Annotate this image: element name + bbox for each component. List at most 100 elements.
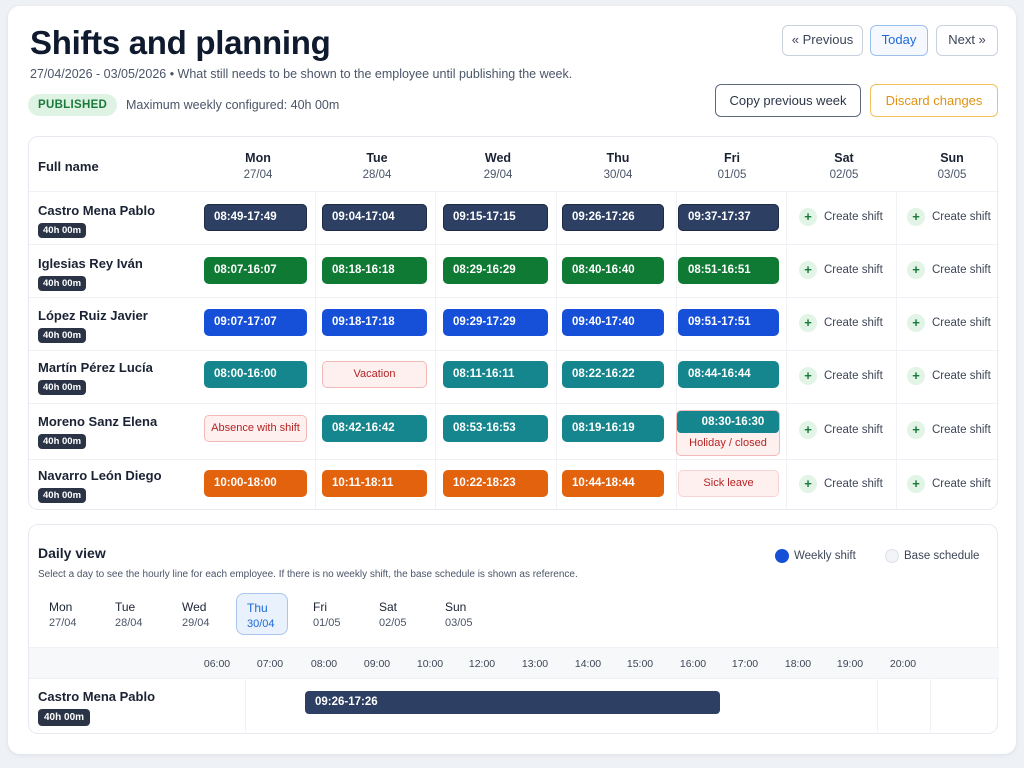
shift-block[interactable]: 08:22-16:22 — [562, 361, 664, 388]
copy-previous-week-button[interactable]: Copy previous week — [715, 84, 861, 117]
week-subtitle: 27/04/2026 - 03/05/2026 • What still nee… — [30, 67, 573, 81]
sick-leave-badge[interactable]: Sick leave — [678, 470, 779, 497]
shift-block[interactable]: 09:29-17:29 — [443, 309, 548, 336]
shift-block[interactable]: 09:18-17:18 — [322, 309, 427, 336]
hour-tick: 20:00 — [889, 658, 917, 670]
today-button[interactable]: Today — [870, 25, 928, 56]
hour-tick: 15:00 — [626, 658, 654, 670]
vacation-badge[interactable]: Vacation — [322, 361, 427, 388]
create-shift-button[interactable]: + Create shift — [799, 261, 883, 279]
shift-block[interactable]: 08:51-16:51 — [678, 257, 779, 284]
employee-cell: López Ruiz Javier 40h 00m — [38, 308, 148, 343]
plus-icon: + — [799, 421, 817, 439]
day-tab-tue[interactable]: Tue 28/04 — [115, 600, 143, 629]
day-tab-thu[interactable]: Thu 30/04 — [236, 593, 288, 635]
hour-tick: 14:00 — [574, 658, 602, 670]
employee-cell: Iglesias Rey Iván 40h 00m — [38, 256, 143, 291]
shift-block[interactable]: 08:40-16:40 — [562, 257, 664, 284]
hour-tick: 13:00 — [521, 658, 549, 670]
employee-name: López Ruiz Javier — [38, 308, 148, 323]
employee-name: Castro Mena Pablo — [38, 689, 156, 704]
create-shift-button[interactable]: + Create shift — [907, 208, 991, 226]
hours-badge: 40h 00m — [38, 488, 87, 503]
shift-block[interactable]: 08:07-16:07 — [204, 257, 307, 284]
row-divider — [29, 297, 999, 298]
create-shift-button[interactable]: + Create shift — [799, 421, 883, 439]
day-tab-fri[interactable]: Fri 01/05 — [313, 600, 341, 629]
timeline-shift-bar[interactable]: 09:26-17:26 — [305, 691, 720, 714]
hour-tick: 19:00 — [836, 658, 864, 670]
create-shift-button[interactable]: + Create shift — [907, 421, 991, 439]
create-shift-button[interactable]: + Create shift — [799, 367, 883, 385]
employee-name: Navarro León Diego — [38, 468, 162, 483]
shift-block[interactable]: 08:18-16:18 — [322, 257, 427, 284]
shift-block[interactable]: 09:07-17:07 — [204, 309, 307, 336]
shift-block[interactable]: 08:00-16:00 — [204, 361, 307, 388]
shift-block[interactable]: 08:44-16:44 — [678, 361, 779, 388]
shift-block[interactable]: 08:29-16:29 — [443, 257, 548, 284]
shift-block[interactable]: 09:51-17:51 — [678, 309, 779, 336]
max-weekly-text: Maximum weekly configured: 40h 00m — [126, 98, 340, 112]
create-shift-button[interactable]: + Create shift — [907, 314, 991, 332]
shift-block[interactable]: 08:30-16:30 — [677, 411, 779, 433]
employee-name: Moreno Sanz Elena — [38, 414, 158, 429]
shift-block[interactable]: 10:11-18:11 — [322, 470, 427, 497]
plus-icon: + — [799, 208, 817, 226]
hour-tick: 17:00 — [731, 658, 759, 670]
shift-block[interactable]: 09:15-17:15 — [443, 204, 548, 231]
day-header-mon: Mon 27/04 — [243, 151, 273, 181]
day-tab-sun[interactable]: Sun 03/05 — [445, 600, 473, 629]
plus-icon: + — [799, 367, 817, 385]
holiday-closed-cell[interactable]: 08:30-16:30 Holiday / closed — [676, 410, 780, 456]
row-divider — [29, 350, 999, 351]
create-shift-button[interactable]: + Create shift — [907, 475, 991, 493]
shift-block[interactable]: 10:00-18:00 — [204, 470, 307, 497]
plus-icon: + — [907, 475, 925, 493]
daily-view-title: Daily view — [38, 545, 106, 561]
shift-block[interactable]: 08:49-17:49 — [204, 204, 307, 231]
create-shift-button[interactable]: + Create shift — [907, 367, 991, 385]
day-tab-sat[interactable]: Sat 02/05 — [379, 600, 407, 629]
hours-badge: 40h 00m — [38, 223, 87, 238]
day-tab-wed[interactable]: Wed 29/04 — [182, 600, 210, 629]
status-badge: PUBLISHED — [28, 94, 118, 116]
hours-badge: 40h 00m — [38, 709, 91, 726]
shift-block[interactable]: 08:53-16:53 — [443, 415, 548, 442]
day-header-fri: Fri 01/05 — [717, 151, 747, 181]
employee-cell: Navarro León Diego 40h 00m — [38, 468, 162, 503]
shift-block[interactable]: 10:22-18:23 — [443, 470, 548, 497]
hour-gridline — [877, 679, 878, 734]
hours-badge: 40h 00m — [38, 276, 87, 291]
shift-block[interactable]: 10:44-18:44 — [562, 470, 664, 497]
header-divider — [29, 191, 999, 192]
hour-tick: 09:00 — [363, 658, 391, 670]
create-shift-button[interactable]: + Create shift — [907, 261, 991, 279]
next-week-button[interactable]: Next » — [936, 25, 998, 56]
shift-block[interactable]: 09:40-17:40 — [562, 309, 664, 336]
legend-weekly-shift: Weekly shift — [775, 549, 856, 563]
create-shift-button[interactable]: + Create shift — [799, 475, 883, 493]
shift-block[interactable]: 09:26-17:26 — [562, 204, 664, 231]
day-tab-mon[interactable]: Mon 27/04 — [49, 600, 77, 629]
daily-view-subtitle: Select a day to see the hourly line for … — [38, 569, 578, 580]
shift-block[interactable]: 09:37-17:37 — [678, 204, 779, 231]
employee-cell: Castro Mena Pablo 40h 00m — [38, 203, 155, 238]
create-shift-button[interactable]: + Create shift — [799, 208, 883, 226]
create-shift-button[interactable]: + Create shift — [799, 314, 883, 332]
shift-block[interactable]: 08:42-16:42 — [322, 415, 427, 442]
row-divider — [29, 244, 999, 245]
weekly-grid: Full name Mon 27/04 Tue 28/04 Wed 29/04 Thu… — [28, 136, 999, 510]
day-header-thu: Thu 30/04 — [603, 151, 633, 181]
hours-badge: 40h 00m — [38, 434, 87, 449]
hour-tick: 12:00 — [468, 658, 496, 670]
absence-with-shift-badge[interactable]: Absence with shift — [204, 415, 307, 442]
employee-name: Iglesias Rey Iván — [38, 256, 143, 271]
discard-changes-button[interactable]: Discard changes — [870, 84, 998, 117]
shift-block[interactable]: 08:11-16:11 — [443, 361, 548, 388]
previous-week-button[interactable]: « Previous — [782, 25, 863, 56]
shift-block[interactable]: 08:19-16:19 — [562, 415, 664, 442]
hour-tick: 07:00 — [256, 658, 284, 670]
hour-tick: 16:00 — [679, 658, 707, 670]
shift-block[interactable]: 09:04-17:04 — [322, 204, 427, 231]
row-divider — [29, 459, 999, 460]
